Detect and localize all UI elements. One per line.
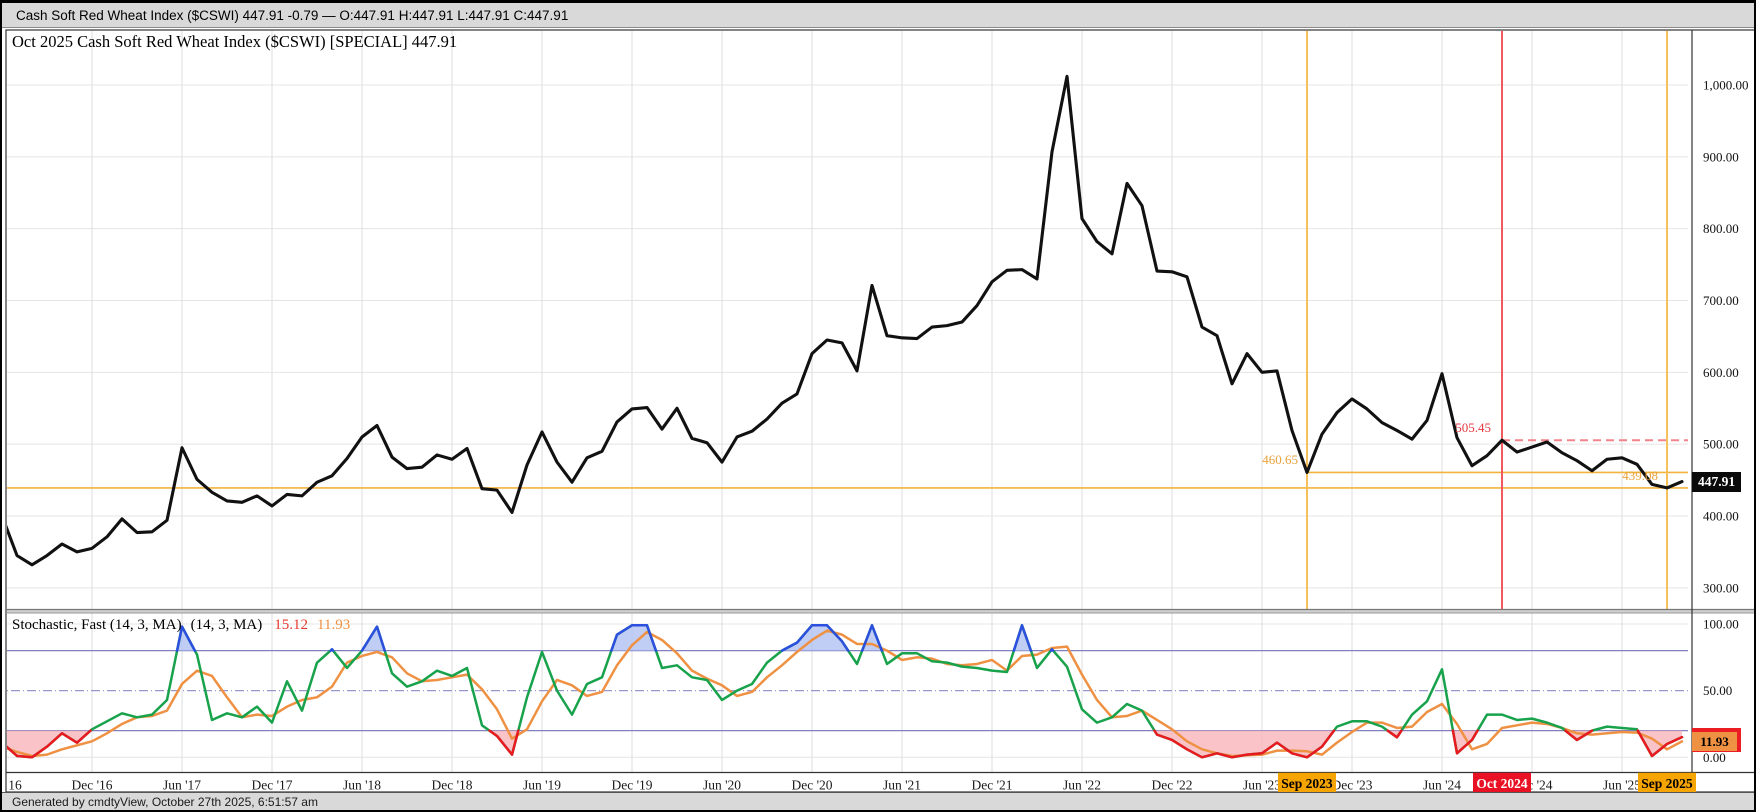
y-axis-label: 1,000.00 [1703, 78, 1749, 93]
stoch-k-line-oversold [488, 729, 520, 756]
x-axis-label: Dec '18 [431, 778, 472, 793]
price-line [7, 74, 1684, 567]
x-axis-label: Dec '23 [1331, 778, 1372, 793]
y-axis-label: 600.00 [1703, 365, 1739, 380]
stoch-k-line-oversold [1636, 729, 1684, 758]
y-axis-label: 900.00 [1703, 149, 1739, 164]
y-axis-label: 700.00 [1703, 293, 1739, 308]
x-axis-label: Dec '19 [611, 778, 652, 793]
stoch-k-line-overbought [175, 625, 197, 652]
x-axis-label: Dec '17 [251, 778, 292, 793]
y-axis-label: 500.00 [1703, 437, 1739, 452]
overbought-fill [1013, 625, 1031, 651]
x-axis-label: Jun '25 [1603, 778, 1641, 793]
event-badge-label: Sep 2025 [1641, 776, 1693, 791]
stoch-plot-group [7, 613, 1688, 773]
chart-frame [5, 29, 1754, 793]
x-axis-label: Jun '19 [523, 778, 561, 793]
indicator-name: Stochastic, Fast (14, 3, MA) [12, 617, 182, 633]
stoch-k-line-overbought [1012, 624, 1033, 652]
stoch-k-line-oversold [1153, 729, 1336, 759]
x-axis-label: Jun '17 [163, 778, 201, 793]
x-axis-label: Jun '23 [1243, 778, 1281, 793]
stoch-k-line-oversold [1451, 729, 1479, 755]
main-plot-group [7, 31, 1688, 610]
x-axis-label: Jun '22 [1063, 778, 1101, 793]
quote-header-text: Cash Soft Red Wheat Index ($CSWI) 447.91… [16, 8, 569, 23]
last-price-badge: 447.91 [1692, 472, 1741, 492]
oversold-fill [1452, 730, 1478, 754]
event-badge-oct-2024 [1473, 772, 1531, 794]
chart-canvas[interactable]: 1,000.00 900.00 800.00 700.00 600.00 500.00 40… [2, 3, 1756, 812]
event-badge-label: Sep 2023 [1281, 776, 1333, 791]
event-badge-sep-2023 [1278, 772, 1336, 794]
event-badge-sep-2025 [1638, 772, 1696, 794]
status-bar-text: Generated by cmdtyView, October 27th 202… [12, 795, 318, 809]
x-axis-label: 16 [8, 778, 22, 793]
stoch-k-line-overbought [610, 624, 658, 652]
quote-header-bar: Cash Soft Red Wheat Index ($CSWI) 447.91… [2, 3, 1754, 28]
stoch-k-line-overbought [860, 624, 884, 652]
chart-border [5, 29, 1754, 793]
indicator-legend: Stochastic, Fast (14, 3, MA) (14, 3, MA) 1… [12, 617, 350, 634]
oversold-fill [1154, 730, 1334, 758]
x-axis-label: Jun '18 [343, 778, 381, 793]
annotation-label-505: 505.45 [1455, 420, 1491, 435]
stoch-k-line-oversold [7, 729, 92, 759]
y-axis-label: 800.00 [1703, 221, 1739, 236]
axis-labels: 1,000.00 900.00 800.00 700.00 600.00 500.00 40… [8, 78, 1749, 794]
x-axis-label: Dec '21 [971, 778, 1012, 793]
main-chart-title: Oct 2025 Cash Soft Red Wheat Index ($CSW… [12, 32, 458, 51]
status-bar: Generated by cmdtyView, October 27th 202… [2, 792, 1754, 810]
stoch-k-line-overbought [1049, 648, 1055, 652]
indicator-params: (14, 3, MA) [190, 617, 263, 633]
indicator-d-value: 11.93 [317, 617, 351, 633]
stoch-y-axis-label: 50.00 [1703, 683, 1732, 698]
x-axis-label: Jun '21 [883, 778, 921, 793]
annotation-label-460: 460.65 [1262, 452, 1298, 467]
stoch-k-line-overbought [329, 648, 335, 652]
event-badge-label: Oct 2024 [1476, 776, 1528, 791]
indicator-k-value: 15.12 [274, 617, 308, 633]
stoch-y-axis-label: 0.00 [1703, 750, 1726, 765]
stoch-k-line-oversold [1386, 729, 1403, 739]
x-axis-label: Jun '24 [1423, 778, 1461, 793]
x-axis-label: Dec '22 [1151, 778, 1192, 793]
panel-divider [6, 609, 1754, 613]
stoch-d-axis-badge: 11.93 [1692, 732, 1737, 751]
stoch-y-axis-label: 100.00 [1703, 616, 1739, 631]
y-axis-label: 400.00 [1703, 509, 1739, 524]
stoch-k-line-oversold [1564, 729, 1594, 742]
x-axis-label: Dec '16 [71, 778, 112, 793]
stoch-k-line-overbought [360, 625, 386, 652]
stoch-k-line-overbought [780, 624, 850, 652]
y-axis-label: 300.00 [1703, 580, 1739, 595]
annotation-label-439: 439.08 [1622, 468, 1658, 483]
x-axis-label: Jun '20 [703, 778, 741, 793]
overbought-fill [362, 626, 385, 651]
x-axis-label: Dec '20 [791, 778, 832, 793]
